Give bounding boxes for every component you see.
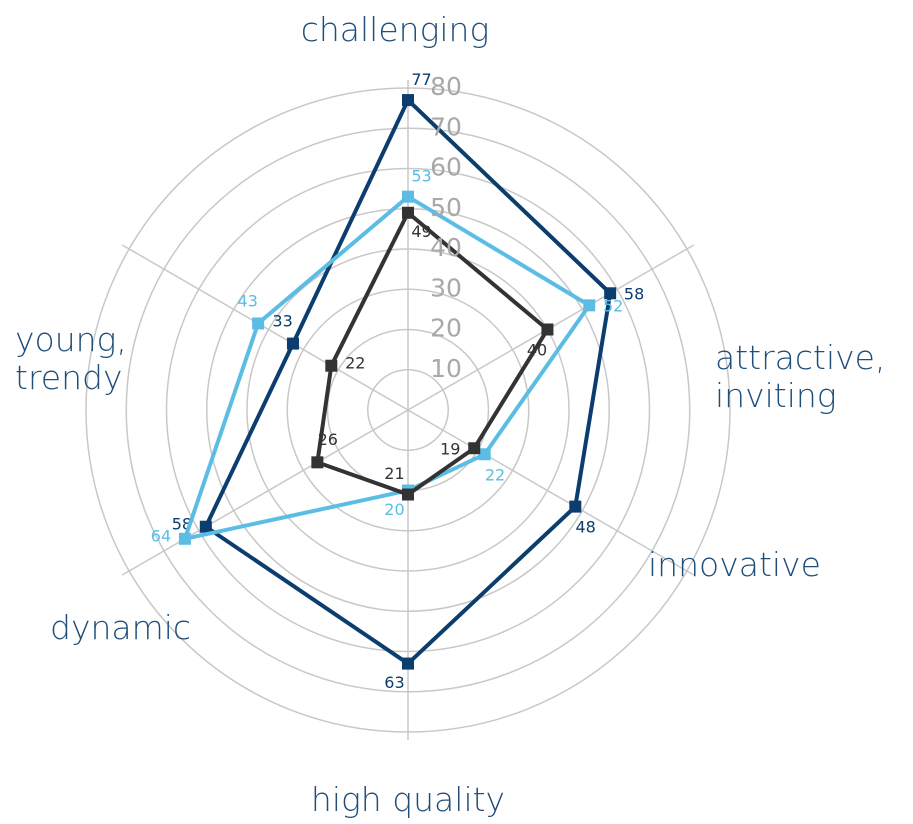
data-label: 64 bbox=[151, 526, 171, 545]
category-label: innovative bbox=[648, 545, 821, 584]
data-point bbox=[402, 657, 414, 670]
data-label: 22 bbox=[485, 465, 505, 484]
data-point bbox=[178, 532, 191, 545]
r-tick-label: 50 bbox=[430, 193, 462, 222]
axis-spoke bbox=[121, 244, 409, 411]
data-label: 33 bbox=[272, 311, 292, 330]
data-label: 52 bbox=[603, 297, 623, 316]
data-point bbox=[402, 190, 414, 203]
r-tick-label: 30 bbox=[430, 273, 462, 302]
data-label: 40 bbox=[527, 341, 547, 360]
category-label: young, trendy bbox=[15, 320, 127, 397]
data-label: 21 bbox=[384, 464, 404, 483]
data-point bbox=[569, 500, 582, 513]
data-label: 53 bbox=[411, 166, 431, 185]
data-point bbox=[583, 299, 596, 312]
data-label: 49 bbox=[411, 222, 431, 241]
r-tick-label: 60 bbox=[430, 153, 462, 182]
data-point bbox=[468, 442, 481, 455]
data-point bbox=[325, 359, 338, 372]
data-label: 63 bbox=[384, 673, 404, 692]
data-point bbox=[541, 323, 554, 336]
data-label: 20 bbox=[384, 500, 404, 519]
data-label: 19 bbox=[440, 440, 460, 459]
category-label: challenging bbox=[300, 10, 490, 49]
r-tick-label: 40 bbox=[430, 233, 462, 262]
data-point bbox=[604, 287, 617, 300]
category-label: dynamic bbox=[50, 608, 192, 647]
data-point bbox=[199, 520, 212, 533]
data-point bbox=[286, 337, 299, 350]
data-point bbox=[311, 456, 324, 469]
data-label: 43 bbox=[238, 291, 258, 310]
r-tick-label: 80 bbox=[430, 72, 462, 101]
axis-spoke bbox=[121, 409, 409, 576]
data-point bbox=[252, 317, 265, 330]
data-point bbox=[402, 488, 414, 501]
r-tick-label: 20 bbox=[430, 314, 462, 343]
r-tick-label: 10 bbox=[430, 354, 462, 383]
data-point bbox=[402, 206, 414, 219]
data-point bbox=[478, 448, 491, 461]
data-label: 26 bbox=[318, 430, 338, 449]
r-tick-label: 70 bbox=[430, 112, 462, 141]
data-label: 58 bbox=[624, 285, 644, 304]
category-label: high quality bbox=[310, 780, 506, 819]
data-label: 48 bbox=[576, 518, 596, 537]
data-point bbox=[402, 94, 414, 107]
data-label: 77 bbox=[411, 70, 431, 89]
category-label: attractive, inviting bbox=[715, 338, 886, 415]
axis-spoke bbox=[407, 409, 695, 576]
data-label: 22 bbox=[345, 353, 365, 372]
